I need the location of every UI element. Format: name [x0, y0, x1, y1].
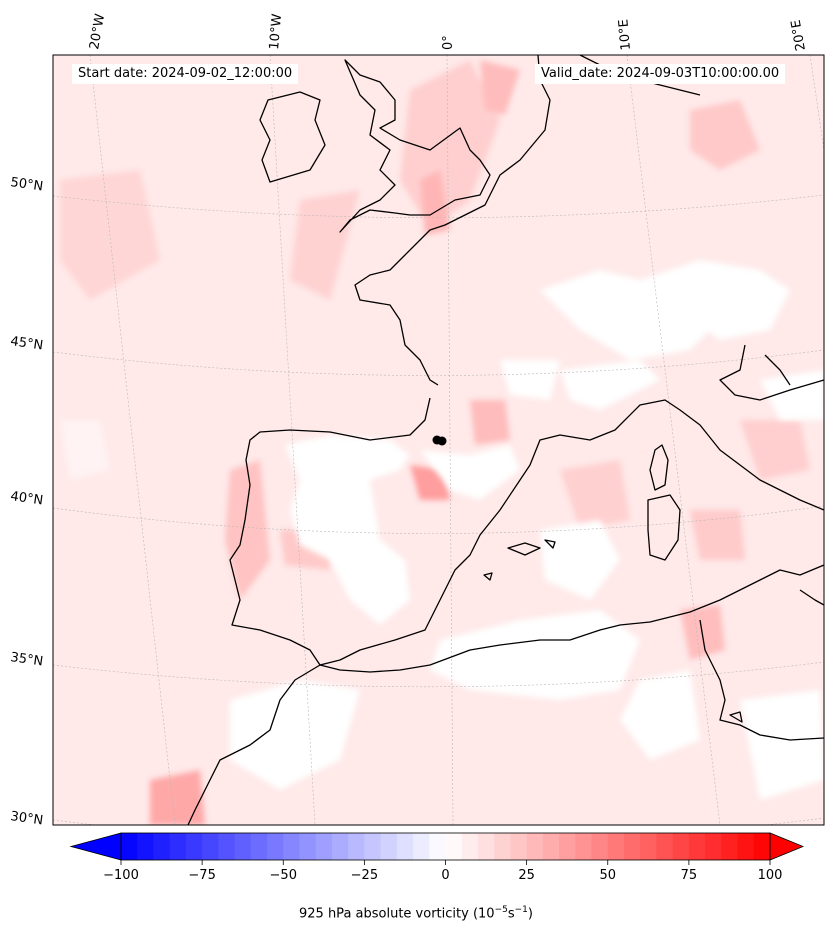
- location-marker: [432, 435, 447, 446]
- lon-label-20e: 20°E: [789, 19, 809, 52]
- colorbar: −100 −75 −50 −25 0 25 50 75 100: [69, 832, 805, 883]
- colorbar-cell: [202, 833, 219, 860]
- near-zero-vorticity-areas: [60, 260, 824, 800]
- colorbar-title-mid: s: [507, 906, 515, 922]
- graticule: [53, 55, 824, 825]
- colorbar-cell: [169, 833, 187, 860]
- colorbar-cell: [477, 833, 495, 860]
- colorbar-cell: [121, 833, 138, 860]
- colorbar-cell: [380, 833, 398, 860]
- colorbar-tick-label: 0: [441, 868, 449, 883]
- colorbar-tick-label: −75: [188, 868, 215, 883]
- colorbar-tick-label: 25: [518, 868, 535, 883]
- colorbar-cell: [623, 833, 641, 860]
- colorbar-cells: [69, 832, 805, 861]
- colorbar-cell: [445, 833, 463, 860]
- colorbar-cell: [542, 833, 560, 860]
- colorbar-title-exp2: −1: [514, 905, 528, 915]
- colorbar-cell: [267, 833, 284, 860]
- lat-label-45n: 45°N: [9, 334, 44, 353]
- colorbar-cell: [672, 833, 690, 860]
- colorbar-cell: [185, 833, 203, 860]
- colorbar-cell: [753, 833, 771, 860]
- colorbar-cell: [413, 833, 430, 860]
- lat-label-40n: 40°N: [9, 489, 44, 508]
- colorbar-cell: [640, 833, 658, 860]
- colorbar-cell: [526, 833, 544, 860]
- colorbar-tick-label: −100: [103, 868, 139, 883]
- colorbar-cell: [153, 833, 171, 860]
- colorbar-cell: [688, 833, 706, 860]
- lon-label-0: 0°: [441, 35, 456, 50]
- colorbar-title-exp1: −5: [494, 905, 508, 915]
- colorbar-cell: [364, 833, 382, 860]
- colorbar-tick-label: 50: [599, 868, 616, 883]
- colorbar-title: 925 hPa absolute vorticity (10−5s−1): [0, 905, 832, 921]
- colorbar-cell: [591, 833, 609, 860]
- colorbar-cell: [299, 833, 317, 860]
- colorbar-cell: [494, 833, 511, 860]
- colorbar-cell: [218, 833, 236, 860]
- coastlines: [187, 55, 824, 825]
- colorbar-cell: [250, 833, 268, 860]
- colorbar-cell: [283, 833, 301, 860]
- colorbar-cell: [575, 833, 593, 860]
- colorbar-tick-label: −50: [270, 868, 297, 883]
- colorbar-cell: [705, 833, 722, 860]
- lon-label-10e: 10°E: [616, 19, 634, 51]
- colorbar-tick-label: −25: [351, 868, 378, 883]
- lat-label-50n: 50°N: [9, 175, 44, 194]
- lat-label-30n: 30°N: [9, 809, 44, 828]
- colorbar-cell: [656, 833, 674, 860]
- lat-label-35n: 35°N: [9, 650, 44, 669]
- colorbar-title-suffix: ): [527, 906, 533, 922]
- colorbar-cell: [234, 833, 252, 860]
- colorbar-cell: [721, 833, 739, 860]
- colorbar-cell: [737, 833, 755, 860]
- colorbar-tick-label: 100: [758, 868, 783, 883]
- map-frame: [52, 54, 825, 826]
- colorbar-cell: [510, 833, 528, 860]
- latitude-labels: 50°N 45°N 40°N 35°N 30°N: [9, 175, 44, 828]
- colorbar-cell: [315, 833, 333, 860]
- colorbar-cell: [396, 833, 414, 860]
- lon-label-10w: 10°W: [267, 13, 285, 50]
- colorbar-ticks: −100 −75 −50 −25 0 25 50 75 100: [103, 860, 782, 883]
- colorbar-title-prefix: 925 hPa absolute vorticity (10: [299, 906, 495, 922]
- longitude-labels: 20°W 10°W 0° 10°E 20°E: [87, 13, 809, 52]
- colorbar-cell: [429, 833, 447, 860]
- colorbar-cell: [331, 833, 349, 860]
- lon-label-20w: 20°W: [87, 13, 108, 51]
- colorbar-cell: [559, 833, 576, 860]
- colorbar-cell: [137, 833, 155, 860]
- valid-date-label: Valid_date: 2024-09-03T10:00:00.00: [535, 64, 786, 84]
- map-panel: [53, 55, 824, 825]
- colorbar-tick-label: 75: [681, 868, 698, 883]
- colorbar-cell: [607, 833, 625, 860]
- colorbar-cell: [461, 833, 479, 860]
- start-date-label: Start date: 2024-09-02_12:00:00: [72, 64, 299, 84]
- colorbar-cell: [348, 833, 365, 860]
- colorbar-extend-max: [769, 832, 805, 861]
- colorbar-extend-min: [69, 832, 122, 861]
